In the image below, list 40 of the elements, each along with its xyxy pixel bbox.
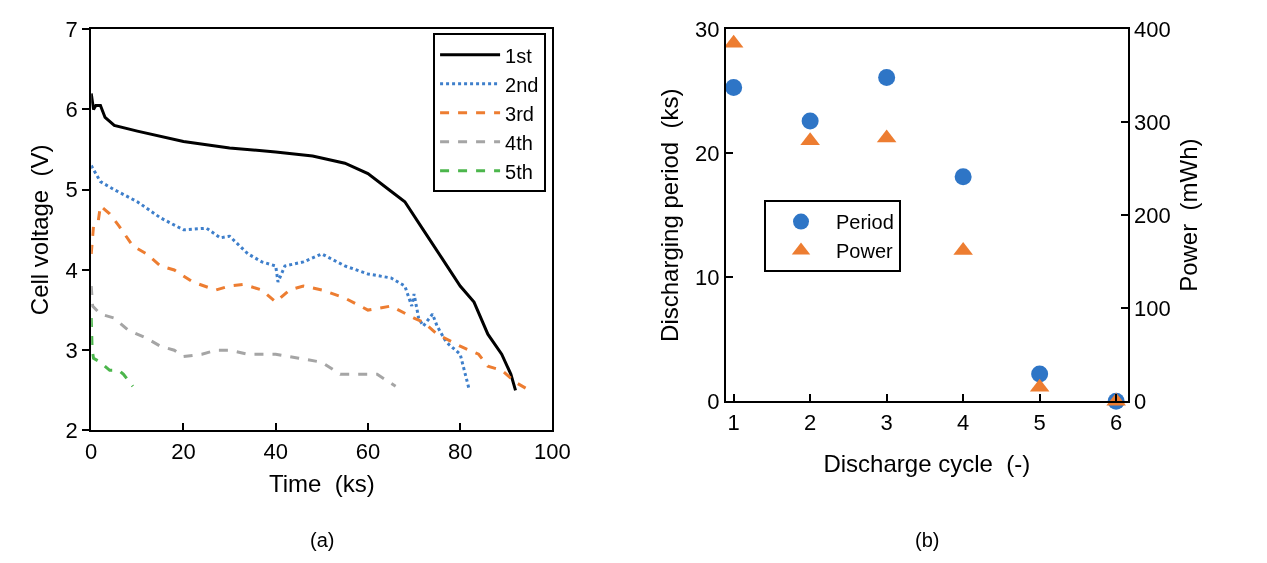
x-tick-label: 0: [85, 438, 98, 464]
x-tick-label: 60: [355, 438, 381, 464]
y-tick-label: 7: [65, 16, 78, 42]
y-axis-title: Cell voltage (V): [26, 144, 54, 316]
x-tick-label: 100: [534, 438, 571, 464]
legend-label: 1st: [505, 44, 533, 67]
x-tick-label: 20: [171, 438, 196, 464]
y-tick-label: 0: [707, 388, 720, 414]
y-axis-title: Discharging period (ks): [655, 88, 683, 342]
y-tick-label: 30: [695, 16, 720, 42]
x-tick-label: 4: [957, 409, 970, 435]
legend-label: 4th: [505, 131, 533, 154]
x-tick-label: 1: [727, 409, 740, 435]
x-axis-title: Time (ks): [268, 469, 375, 497]
y-tick-label: 5: [65, 177, 78, 203]
x-tick-label: 2: [804, 409, 817, 435]
y2-tick-label: 200: [1134, 202, 1171, 228]
x-tick-label: 40: [263, 438, 288, 464]
x-tick-label: 3: [880, 409, 893, 435]
y-tick-label: 20: [695, 140, 720, 166]
x-axis-title: Discharge cycle (-): [823, 450, 1031, 478]
text: (b): [915, 529, 940, 551]
y-tick-label: 4: [65, 257, 78, 283]
y2-tick-label: 300: [1134, 109, 1171, 135]
legend-label: 5th: [505, 160, 533, 183]
x-tick-label: 6: [1110, 409, 1123, 435]
y2-tick-label: 400: [1134, 16, 1171, 42]
y2-tick-label: 100: [1134, 295, 1171, 321]
x-tick-label: 5: [1033, 409, 1046, 435]
y-tick-label: 10: [695, 264, 720, 290]
text: (a): [310, 529, 335, 551]
y-tick-label: 3: [65, 337, 78, 363]
legend-label: Period: [836, 211, 894, 234]
legend-label: 2nd: [505, 73, 539, 96]
legend-label: 3rd: [505, 102, 534, 125]
y-tick-label: 6: [65, 97, 78, 123]
legend-label: Power: [836, 240, 894, 263]
x-tick-label: 80: [447, 438, 473, 464]
y2-axis-title: Power (mWh): [1174, 138, 1202, 292]
y2-tick-label: 0: [1134, 388, 1147, 414]
